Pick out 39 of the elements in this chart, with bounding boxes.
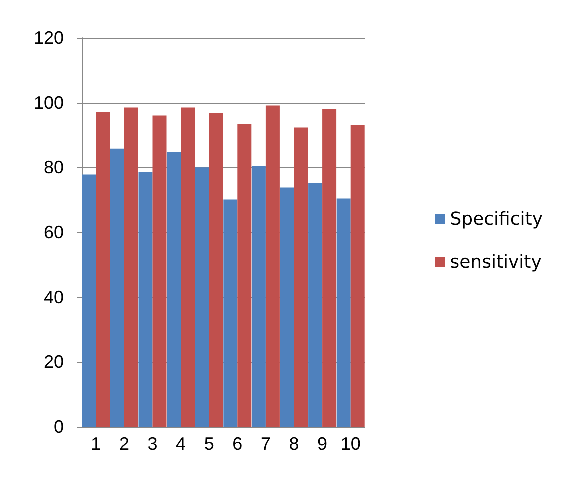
- x-tick-label: 2: [119, 434, 130, 454]
- x-tick-label: 9: [318, 434, 328, 454]
- y-tick-label: 40: [44, 287, 64, 308]
- x-tick-label: 1: [91, 434, 102, 454]
- bar: [110, 148, 124, 427]
- y-tick-label: 20: [44, 352, 64, 372]
- y-tick-label: 60: [44, 222, 64, 242]
- bar: [280, 188, 294, 427]
- bar: [181, 108, 196, 427]
- bar: [138, 172, 153, 427]
- bar: [167, 152, 182, 427]
- y-tick-label: 80: [44, 158, 64, 178]
- bar: [195, 168, 210, 427]
- x-tick-label: 6: [232, 434, 243, 454]
- y-tick-label: 120: [34, 28, 64, 48]
- bar: [294, 128, 308, 427]
- y-tick-label: 100: [34, 92, 64, 113]
- x-tick-label: 3: [148, 434, 158, 454]
- x-tick-label: 5: [204, 434, 214, 454]
- legend-label: sensitivity: [450, 252, 542, 273]
- bar: [252, 166, 266, 427]
- bar: [322, 108, 337, 427]
- bar: [238, 124, 252, 427]
- bar: [152, 116, 167, 427]
- bar: [209, 113, 224, 427]
- x-tick-label: 4: [176, 434, 186, 454]
- bar: [336, 198, 351, 427]
- bar: [124, 108, 138, 427]
- legend-label: Specificity: [450, 209, 544, 230]
- y-tick-label: 0: [54, 417, 64, 437]
- x-tick-label: 8: [289, 434, 300, 454]
- x-tick-label: 10: [340, 434, 361, 454]
- bar: [266, 106, 280, 427]
- bar: [96, 112, 110, 427]
- bar: [308, 183, 323, 427]
- bar: [224, 200, 238, 427]
- x-tick-label: 7: [260, 434, 271, 454]
- bar: [82, 174, 96, 427]
- bar: [350, 126, 365, 427]
